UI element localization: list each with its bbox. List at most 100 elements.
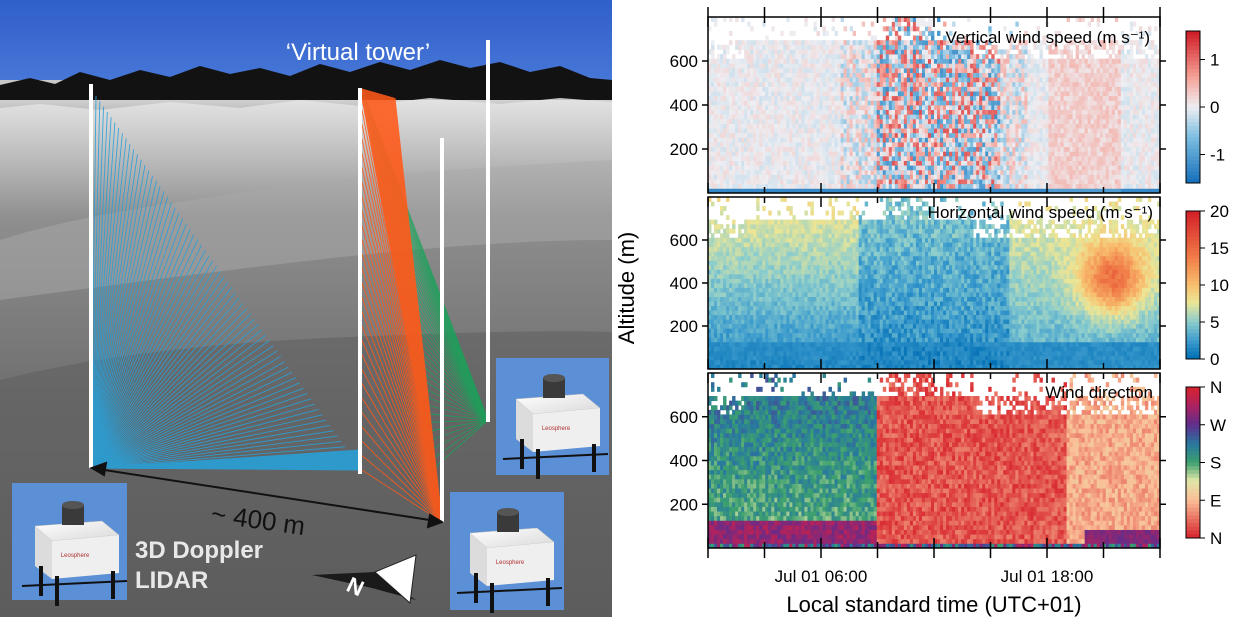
heatmap-cell: [1126, 72, 1131, 78]
heatmap-cell: [921, 21, 926, 27]
heatmap-cell: [918, 58, 923, 64]
heatmap-cell: [849, 179, 854, 185]
heatmap-cell: [843, 146, 848, 152]
heatmap-cell: [961, 100, 965, 106]
heatmap-cell: [831, 91, 835, 97]
heatmap-cell: [894, 77, 899, 83]
heatmap-cell: [846, 81, 851, 87]
heatmap-cell: [1003, 26, 1007, 32]
heatmap-cell: [1153, 118, 1158, 124]
heatmap-cell: [1069, 179, 1074, 185]
heatmap-cell: [1129, 105, 1134, 111]
heatmap-cell: [783, 95, 787, 101]
heatmap-cell: [1084, 151, 1089, 157]
heatmap-cell: [852, 100, 857, 106]
heatmap-cell: [807, 174, 811, 180]
heatmap-cell: [738, 72, 742, 78]
heatmap-cell: [789, 160, 793, 166]
heatmap-cell: [1153, 160, 1158, 166]
heatmap-cell: [840, 49, 844, 55]
heatmap-cell: [720, 44, 724, 50]
heatmap-cell: [789, 114, 793, 120]
heatmap-cell: [816, 142, 820, 148]
heatmap-cell: [753, 183, 757, 189]
heatmap-cell: [852, 146, 857, 152]
heatmap-cell: [1117, 77, 1122, 83]
heatmap-cell: [792, 114, 796, 120]
heatmap-cell: [849, 44, 854, 50]
heatmap-cell: [762, 67, 766, 73]
heatmap-cell: [1054, 63, 1058, 69]
heatmap-cell: [792, 169, 796, 175]
heatmap-cell: [930, 109, 935, 115]
heatmap-cell: [1126, 58, 1131, 64]
heatmap-cell: [789, 49, 793, 55]
heatmap-cell: [1063, 95, 1067, 101]
heatmap-cell: [1051, 95, 1055, 101]
heatmap-cell: [855, 54, 860, 60]
heatmap-cell: [711, 160, 715, 166]
heatmap-cell: [1000, 174, 1004, 180]
heatmap-cell: [906, 142, 911, 148]
heatmap-cell: [1042, 91, 1046, 97]
heatmap-cell: [900, 109, 905, 115]
heatmap-cell: [1078, 63, 1083, 69]
heatmap-cell: [729, 86, 733, 92]
heatmap-cell: [946, 174, 950, 180]
heatmap-cell: [717, 44, 721, 50]
heatmap-cell: [729, 114, 733, 120]
heatmap-cell: [783, 188, 787, 194]
heatmap-cell: [744, 100, 748, 106]
heatmap-cell: [1015, 165, 1019, 171]
heatmap-cell: [903, 114, 908, 120]
heatmap-cell: [961, 165, 965, 171]
heatmap-cell: [867, 86, 872, 92]
heatmap-cell: [720, 146, 724, 152]
heatmap-cell: [885, 132, 890, 138]
heatmap-cell: [747, 155, 751, 161]
heatmap-cell: [726, 91, 730, 97]
heatmap-cell: [1027, 137, 1031, 143]
heatmap-cell: [940, 132, 944, 138]
heatmap-cell: [1150, 72, 1155, 78]
heatmap-cell: [759, 81, 763, 87]
heatmap-cell: [1105, 72, 1110, 78]
heatmap-cell: [783, 132, 787, 138]
heatmap-cell: [1060, 58, 1064, 64]
heatmap-cell: [1015, 77, 1019, 83]
heatmap-cell: [1129, 118, 1134, 124]
heatmap-cell: [1003, 100, 1007, 106]
heatmap-cell: [915, 81, 920, 87]
heatmap-cell: [1030, 100, 1034, 106]
heatmap-cell: [726, 165, 730, 171]
heatmap-cell: [738, 49, 742, 55]
heatmap-cell: [744, 105, 748, 111]
heatmap-cell: [1135, 86, 1140, 92]
heatmap-cell: [1126, 105, 1131, 111]
heatmap-cell: [991, 160, 995, 166]
heatmap-cell: [912, 72, 917, 78]
heatmap-cell: [970, 155, 974, 161]
heatmap-cell: [729, 155, 733, 161]
heatmap-cell: [1054, 91, 1058, 97]
heatmap-cell: [1054, 81, 1058, 87]
heatmap-cell: [1003, 49, 1007, 55]
heatmap-cell: [988, 183, 992, 189]
heatmap-cell: [714, 174, 718, 180]
heatmap-cell: [744, 91, 748, 97]
heatmap-cell: [1051, 183, 1055, 189]
heatmap-cell: [937, 67, 941, 73]
heatmap-cell: [1132, 188, 1137, 194]
heatmap-cell: [726, 183, 730, 189]
heatmap-cell: [1147, 91, 1152, 97]
heatmap-cell: [961, 160, 965, 166]
heatmap-cell: [1135, 81, 1140, 87]
heatmap-cell: [849, 26, 854, 32]
heatmap-cell: [807, 179, 811, 185]
heatmap-cell: [1117, 100, 1122, 106]
heatmap-cell: [771, 40, 775, 46]
heatmap-cell: [711, 100, 715, 106]
heatmap-cell: [1099, 63, 1104, 69]
heatmap-cell: [1087, 160, 1092, 166]
